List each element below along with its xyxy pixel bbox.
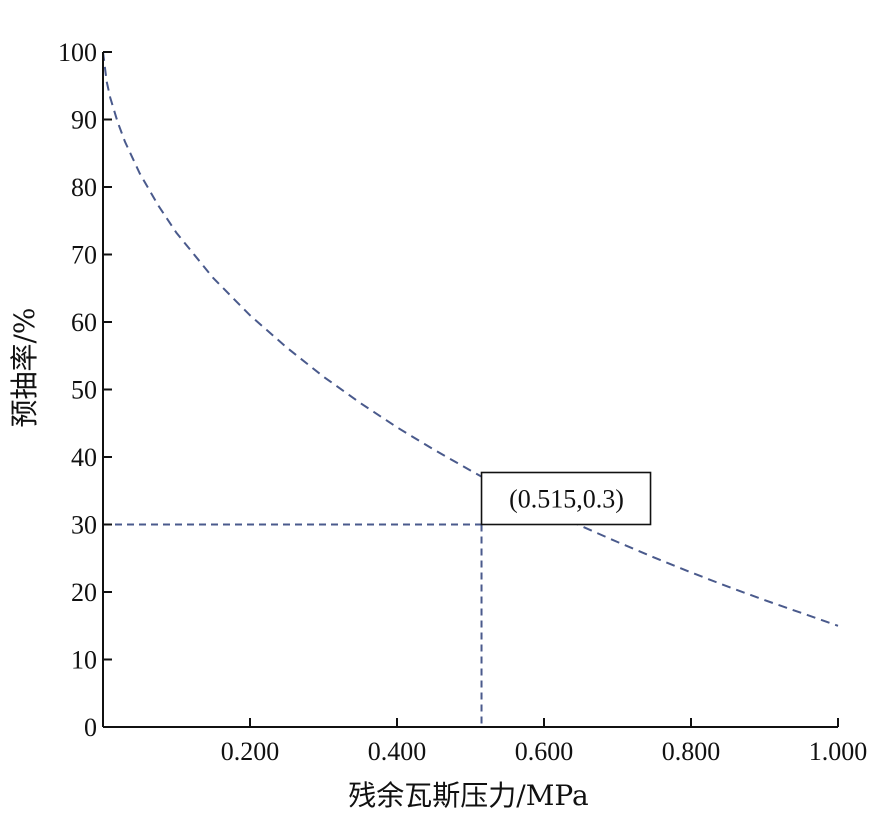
y-axis-label: 预抽率/% — [8, 307, 41, 427]
x-axis-ticks: 0.200 0.400 0.600 0.800 1.000 — [221, 718, 868, 766]
y-tick-label: 60 — [71, 308, 97, 337]
x-tick-label: 0.200 — [221, 737, 280, 766]
x-tick-label: 1.000 — [809, 737, 868, 766]
x-tick-label: 0.600 — [515, 737, 574, 766]
y-tick-label: 100 — [58, 38, 97, 67]
y-tick-label: 90 — [71, 106, 97, 135]
y-axis-ticks: 0 10 20 30 40 50 60 70 80 90 100 — [58, 38, 112, 742]
y-tick-label: 70 — [71, 241, 97, 270]
y-tick-label: 10 — [71, 646, 97, 675]
y-tick-label: 20 — [71, 578, 97, 607]
y-tick-label: 30 — [71, 511, 97, 540]
x-axis-label: 残余瓦斯压力/MPa — [348, 779, 588, 812]
y-tick-label: 50 — [71, 376, 97, 405]
annotation-box — [480, 471, 652, 526]
y-tick-label: 80 — [71, 173, 97, 202]
y-tick-label: 40 — [71, 443, 97, 472]
series-layer — [102, 51, 839, 627]
reference-point-annotation: (0.515,0.3) — [480, 471, 652, 526]
y-tick-label: 0 — [84, 713, 97, 742]
reference-guides — [103, 523, 483, 727]
annotation-label: (0.515,0.3) — [509, 485, 624, 514]
axes — [102, 52, 838, 728]
x-tick-label: 0.400 — [368, 737, 427, 766]
series-line-0 — [102, 51, 839, 627]
x-tick-label: 0.800 — [662, 737, 721, 766]
